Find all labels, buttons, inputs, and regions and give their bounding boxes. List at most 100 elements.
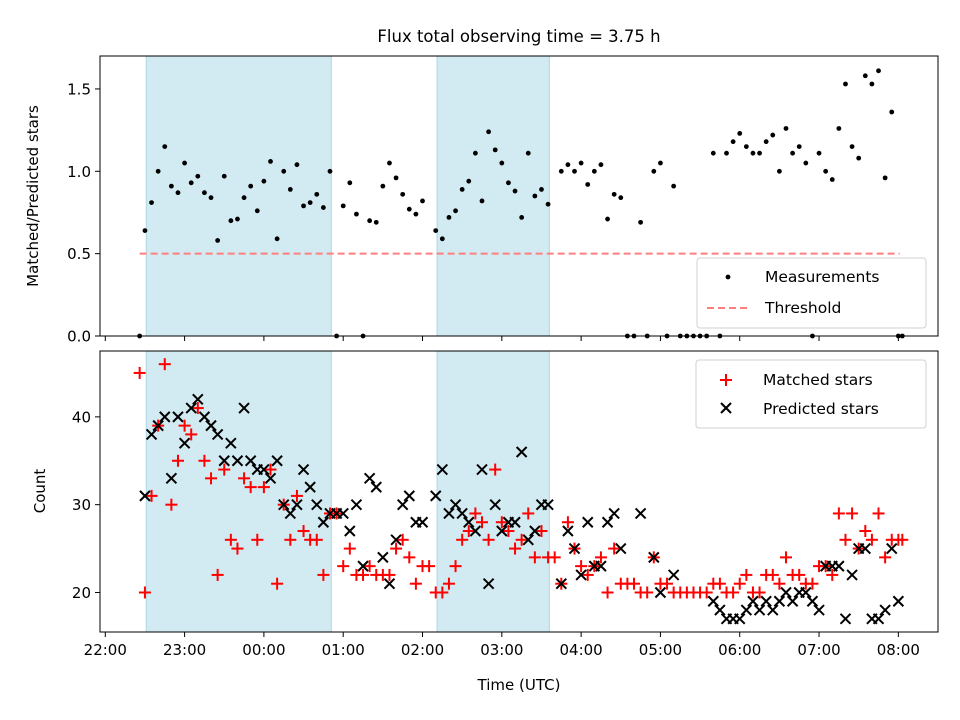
matched-point-50 xyxy=(462,525,475,538)
matched-point-60 xyxy=(528,551,541,564)
predicted-point-95 xyxy=(839,613,852,625)
measurement-point-99 xyxy=(803,160,809,166)
predicted-point-25 xyxy=(304,481,316,493)
predicted-point-68 xyxy=(601,516,614,528)
measurement-point-98 xyxy=(796,144,802,149)
x-tick-label-10: 08:00 xyxy=(877,641,920,659)
measurement-point-13 xyxy=(221,173,227,179)
matched-point-52 xyxy=(475,516,488,529)
measurement-point-47 xyxy=(453,208,458,214)
predicted-point-9 xyxy=(198,411,211,423)
predicted-point-27 xyxy=(317,516,330,528)
predicted-point-51 xyxy=(482,577,495,590)
bottom-panel: 20 30 40 22:00 23:00 00:00 01:00 02:00 03:00 04:… xyxy=(31,350,939,694)
predicted-point-98 xyxy=(859,542,872,555)
x-tick-label-1: 23:00 xyxy=(163,641,206,659)
matched-point-67 xyxy=(575,560,588,573)
matched-point-23 xyxy=(284,533,297,546)
matched-point-96 xyxy=(766,568,779,581)
matched-point-113 xyxy=(879,551,892,564)
measurement-point-23 xyxy=(287,187,293,192)
measurement-point-4 xyxy=(162,144,168,149)
matched-point-28 xyxy=(317,568,330,581)
matched-point-44 xyxy=(423,560,436,573)
measurement-point-53 xyxy=(492,147,498,153)
matched-point-94 xyxy=(753,586,766,599)
measurement-point-35 xyxy=(367,218,373,224)
predicted-point-52 xyxy=(489,498,501,511)
matched-point-56 xyxy=(502,525,515,538)
predicted-point-35 xyxy=(370,481,382,493)
predicted-point-96 xyxy=(846,569,858,581)
matched-point-100 xyxy=(793,568,806,581)
predicted-point-76 xyxy=(714,604,726,616)
measurement-point-55 xyxy=(506,180,511,186)
top-legend: Measurements Threshold xyxy=(696,257,927,329)
predicted-point-21 xyxy=(278,498,290,511)
measurement-point-28 xyxy=(320,205,326,210)
matched-point-18 xyxy=(251,533,264,546)
predicted-point-33 xyxy=(357,560,369,572)
legend-threshold-label: Threshold xyxy=(764,299,841,317)
predicted-point-102 xyxy=(886,542,898,555)
matched-point-39 xyxy=(390,542,403,555)
matched-point-41 xyxy=(403,551,416,564)
bottom-y-tick-label-2: 40 xyxy=(72,408,91,426)
bottom-y-axis: 20 30 40 xyxy=(72,408,100,602)
x-tick-label-3: 01:00 xyxy=(322,641,365,659)
matched-point-97 xyxy=(773,577,786,590)
predicted-point-16 xyxy=(244,455,257,467)
measurement-point-29 xyxy=(327,168,333,174)
measurement-point-27 xyxy=(314,191,320,197)
measurement-point-94 xyxy=(770,132,776,138)
predicted-point-85 xyxy=(773,595,786,607)
matched-point-108 xyxy=(846,507,859,520)
measurement-point-24 xyxy=(294,162,300,168)
predicted-point-83 xyxy=(760,595,772,607)
predicted-point-71 xyxy=(634,507,647,520)
measurement-point-70 xyxy=(611,191,617,197)
measurement-point-66 xyxy=(585,182,591,187)
matched-point-12 xyxy=(211,568,224,581)
matched-point-70 xyxy=(594,551,607,564)
x-tick-label-4: 02:00 xyxy=(401,641,444,659)
x-tick-label-2: 00:00 xyxy=(242,641,285,659)
predicted-point-36 xyxy=(377,551,389,564)
measurement-point-63 xyxy=(565,162,571,168)
predicted-point-39 xyxy=(396,498,409,511)
predicted-point-81 xyxy=(747,595,759,607)
predicted-point-50 xyxy=(476,463,488,476)
predicted-point-13 xyxy=(225,437,237,449)
matched-point-112 xyxy=(872,507,885,520)
matched-point-75 xyxy=(627,577,640,590)
predicted-point-84 xyxy=(767,604,779,616)
measurement-point-37 xyxy=(380,183,386,189)
chart-title: Flux total observing time = 3.75 h xyxy=(377,27,660,46)
matched-point-47 xyxy=(442,577,455,590)
measurement-point-20 xyxy=(268,159,273,164)
measurement-point-3 xyxy=(155,168,161,174)
predicted-point-43 xyxy=(430,490,442,502)
measurement-point-18 xyxy=(254,208,260,214)
measurement-point-22 xyxy=(281,168,287,174)
bottom-legend-box xyxy=(695,359,927,429)
predicted-point-15 xyxy=(238,402,250,414)
matched-point-14 xyxy=(224,533,237,546)
matched-point-51 xyxy=(469,507,482,520)
matched-point-91 xyxy=(733,577,746,590)
measurement-point-104 xyxy=(836,126,842,131)
measurement-point-17 xyxy=(248,183,254,189)
measurement-point-108 xyxy=(862,73,868,79)
measurement-point-21 xyxy=(274,236,280,242)
measurement-point-69 xyxy=(605,216,610,222)
matched-point-11 xyxy=(205,472,218,485)
measurement-point-10 xyxy=(202,190,207,196)
measurement-point-38 xyxy=(387,160,392,166)
matched-point-7 xyxy=(178,419,191,432)
matched-point-2 xyxy=(145,489,158,502)
measurement-point-52 xyxy=(486,129,491,135)
measurement-point-61 xyxy=(545,201,551,207)
matched-point-19 xyxy=(257,481,270,494)
matched-point-21 xyxy=(271,577,284,590)
